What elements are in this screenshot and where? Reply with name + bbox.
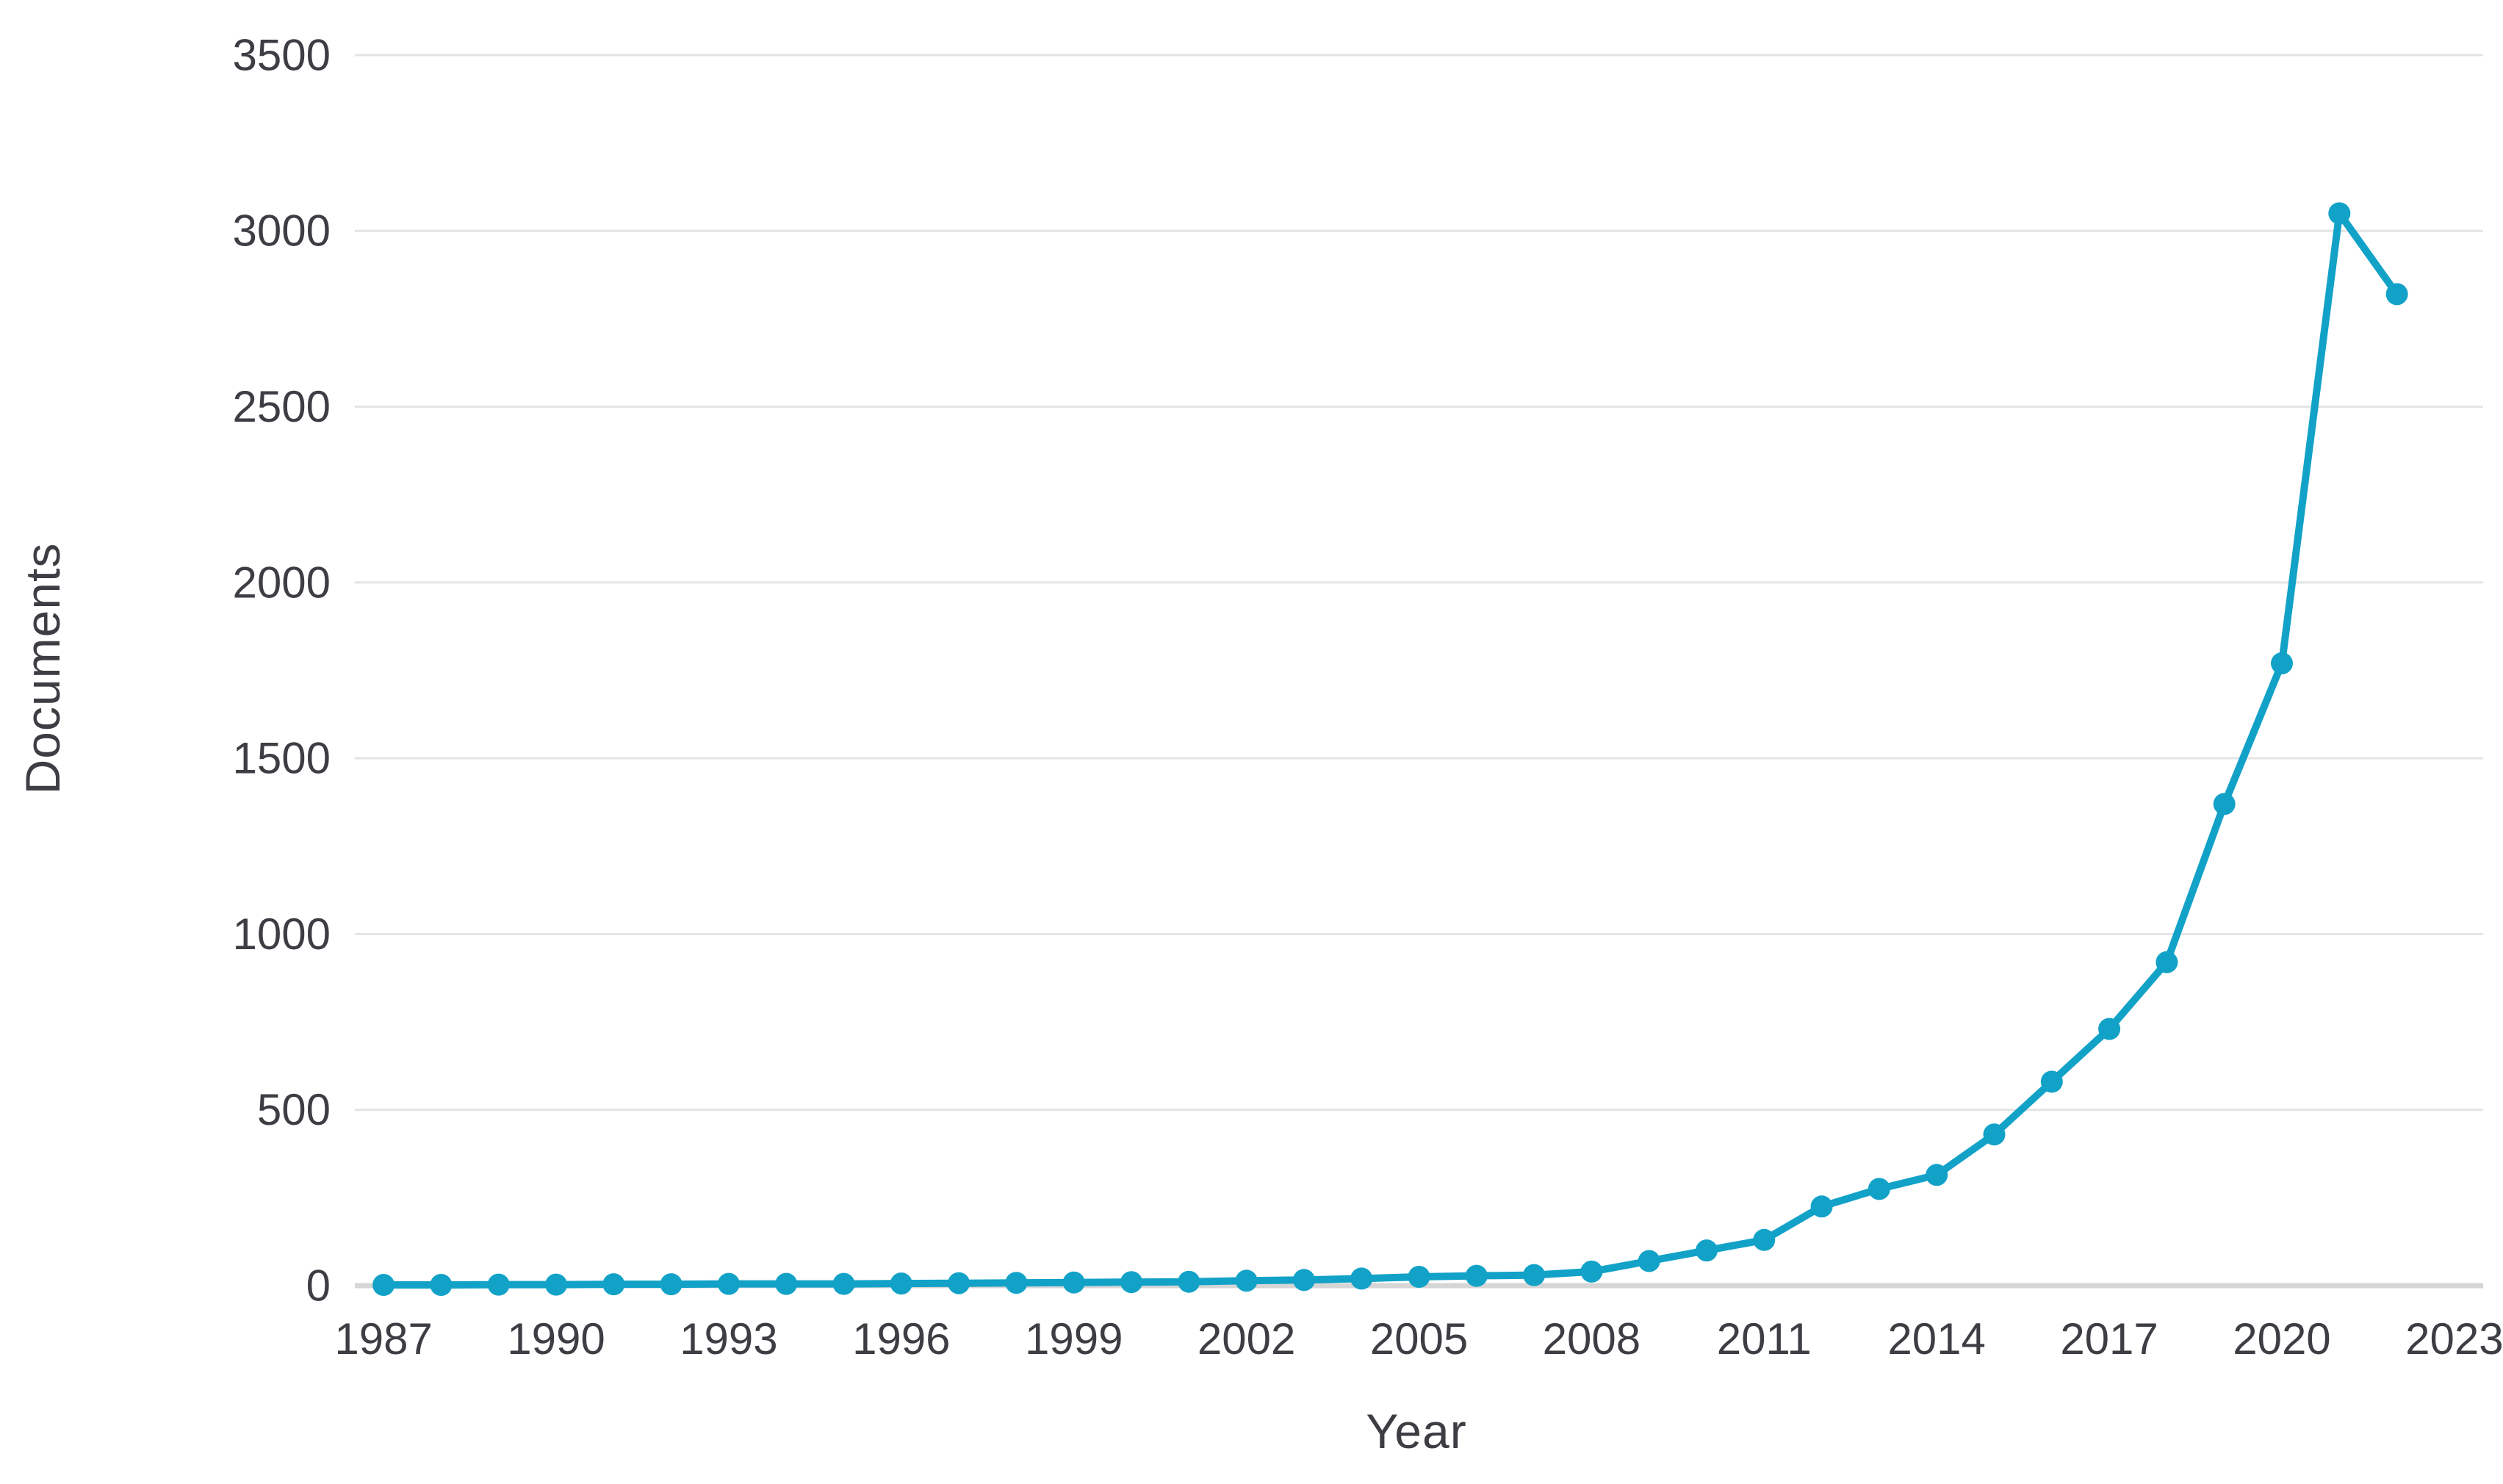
data-point (660, 1273, 683, 1296)
x-tick-label: 2014 (1887, 1314, 1985, 1364)
data-point (1580, 1260, 1603, 1283)
data-point (1926, 1164, 1948, 1186)
data-point (1120, 1271, 1142, 1294)
data-point (775, 1272, 798, 1295)
data-point (1062, 1271, 1085, 1294)
x-tick-label: 1993 (680, 1314, 777, 1364)
data-point (2271, 652, 2293, 674)
series-line (380, 209, 2401, 1289)
data-point (2098, 1017, 2121, 1040)
data-point (430, 1274, 453, 1296)
data-point (1235, 1269, 1258, 1292)
data-point (545, 1273, 567, 1296)
data-point (2213, 793, 2236, 815)
x-tick-label: 2023 (2405, 1314, 2503, 1364)
data-point (2040, 1070, 2063, 1093)
x-tick-label: 1987 (334, 1314, 432, 1364)
data-point (1005, 1272, 1028, 1294)
data-point (1350, 1267, 1373, 1290)
x-tick-label: 2002 (1198, 1314, 1295, 1364)
x-tick-label: 2011 (1717, 1314, 1812, 1364)
data-point (1465, 1264, 1488, 1287)
data-point (1638, 1250, 1660, 1272)
data-point (1753, 1228, 1776, 1251)
data-point (1983, 1123, 2006, 1146)
y-tick-label: 2500 (233, 382, 331, 431)
y-tick-label: 0 (306, 1261, 331, 1310)
x-tick-label: 1990 (507, 1314, 605, 1364)
x-tick-label: 2020 (2233, 1314, 2330, 1364)
data-point (1408, 1266, 1430, 1288)
x-axis-title: Year (1366, 1404, 1467, 1458)
data-point (1868, 1178, 1890, 1200)
data-point (602, 1273, 625, 1296)
y-tick-label: 1000 (233, 910, 331, 959)
data-point (2385, 283, 2408, 306)
y-tick-label: 500 (257, 1085, 331, 1134)
x-tick-label: 1996 (852, 1314, 950, 1364)
x-tick-label: 2008 (1543, 1314, 1641, 1364)
y-tick-label: 1500 (233, 734, 331, 783)
x-tick-label: 2005 (1370, 1314, 1468, 1364)
data-point (1292, 1269, 1315, 1292)
x-tick-label: 1999 (1025, 1314, 1123, 1364)
x-tick-label: 2017 (2060, 1314, 2158, 1364)
data-point (890, 1272, 912, 1295)
data-point (487, 1273, 510, 1296)
data-point (717, 1272, 740, 1295)
y-tick-label: 3000 (233, 206, 331, 256)
data-point (1523, 1264, 1546, 1286)
data-point (1696, 1239, 1718, 1262)
y-tick-label: 3500 (233, 30, 331, 79)
data-point (1810, 1195, 1833, 1218)
data-point (2156, 951, 2178, 973)
data-point (372, 1274, 395, 1296)
data-point (2328, 202, 2351, 225)
data-point (948, 1272, 970, 1294)
y-axis-title: Documents (15, 542, 70, 795)
data-point (1178, 1270, 1200, 1293)
y-tick-label: 2000 (233, 558, 331, 607)
data-point (832, 1272, 855, 1295)
